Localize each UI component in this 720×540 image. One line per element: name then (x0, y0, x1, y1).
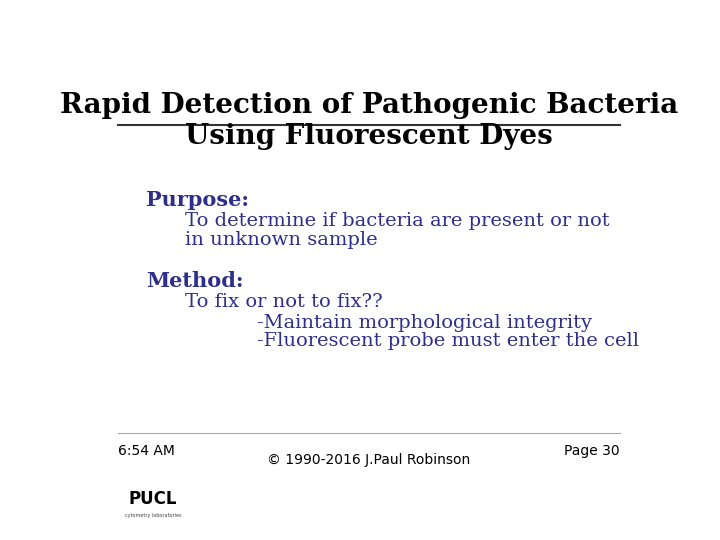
Text: To determine if bacteria are present or not: To determine if bacteria are present or … (185, 212, 610, 231)
Text: Page 30: Page 30 (564, 444, 620, 458)
Text: To fix or not to fix??: To fix or not to fix?? (185, 294, 382, 312)
Text: -Maintain morphological integrity: -Maintain morphological integrity (258, 314, 593, 332)
Text: 6:54 AM: 6:54 AM (118, 444, 175, 458)
Text: Method:: Method: (145, 271, 243, 291)
Text: PUCL: PUCL (129, 490, 177, 508)
Text: © 1990-2016 J.Paul Robinson: © 1990-2016 J.Paul Robinson (267, 453, 471, 467)
Text: in unknown sample: in unknown sample (185, 231, 377, 249)
Text: Purpose:: Purpose: (145, 190, 249, 210)
Text: cytometry laboratories: cytometry laboratories (125, 512, 181, 518)
Text: Rapid Detection of Pathogenic Bacteria
Using Fluorescent Dyes: Rapid Detection of Pathogenic Bacteria U… (60, 92, 678, 150)
Text: -Fluorescent probe must enter the cell: -Fluorescent probe must enter the cell (258, 332, 639, 350)
